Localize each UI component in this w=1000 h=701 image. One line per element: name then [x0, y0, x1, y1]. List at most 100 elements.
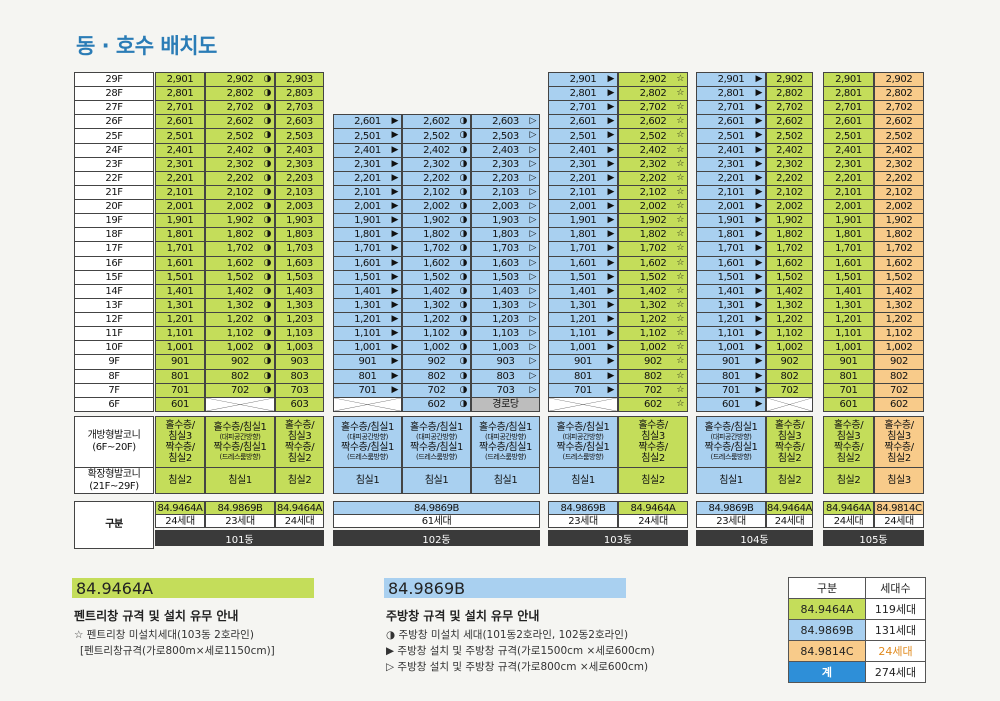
unit-cell: 1,902 [874, 213, 924, 229]
unit-symbol-icon: ☆ [676, 271, 684, 282]
unit-symbol-icon: ◑ [459, 328, 468, 339]
unit-cell: 2,801 [155, 86, 205, 102]
unit-cell: 802 ☆ [618, 368, 688, 384]
unit-symbol-icon: ◑ [263, 116, 272, 127]
unit-cell: 2,803 [275, 86, 324, 102]
unit-symbol-icon: ◑ [263, 356, 272, 367]
legend-a-line2: [펜트리창규격(가로800m×세로1150cm)] [80, 645, 275, 657]
unit-symbol-icon: ☆ [676, 201, 684, 212]
unit-symbol-icon: ☆ [676, 384, 684, 395]
unit-cell: 901 ▶ [333, 354, 402, 370]
unit-cell: 1,001 [155, 340, 205, 356]
floor-label: 6F [74, 396, 154, 412]
unit-symbol-icon: ▷ [529, 201, 536, 212]
summary-table: 구분 세대수 84.9464A 119세대 84.9869B 131세대 84.… [788, 577, 927, 683]
unit-symbol-icon: ☆ [676, 116, 684, 127]
unit-cell: 2,201 ▶ [548, 170, 618, 186]
unit-type: 84.9464A [823, 501, 874, 515]
unit-cell: 1,401 [155, 283, 205, 299]
summary-type-a: 84.9464A [788, 598, 866, 620]
unit-cell: 2,202 ◑ [205, 170, 275, 186]
unit-cell: 1,902 ☆ [618, 213, 688, 229]
unit-symbol-icon: ◑ [459, 285, 468, 296]
unit-cell: 2,402 ◑ [205, 142, 275, 158]
unit-cell: 1,703 ▷ [471, 241, 540, 257]
empty-unit-cell [766, 396, 813, 412]
unit-cell: 경로당 [471, 396, 540, 412]
unit-cell: 1,502 ◑ [205, 269, 275, 285]
empty-unit-cell [548, 396, 618, 412]
unit-cell: 2,302 [874, 156, 924, 172]
unit-cell: 1,601 [155, 255, 205, 271]
unit-symbol-icon: ▶ [755, 186, 762, 197]
floor-label: 13F [74, 297, 154, 314]
unit-cell: 902 ◑ [205, 354, 275, 370]
summary-header-type: 구분 [788, 577, 866, 599]
unit-cell: 1,502 ◑ [402, 269, 471, 285]
unit-symbol-icon: ▶ [755, 384, 762, 395]
unit-symbol-icon: ◑ [263, 74, 272, 84]
unit-cell: 1,603 [275, 255, 324, 271]
unit-cell: 1,702 ◑ [402, 241, 471, 257]
balcony-open-info: 홀수층/침실3 짝수층/침실2 [823, 416, 874, 468]
unit-cell: 2,902 [874, 72, 924, 88]
unit-cell: 702 ◑ [205, 382, 275, 398]
unit-symbol-icon: ▶ [391, 130, 398, 141]
unit-cell: 2,602 ◑ [402, 114, 471, 130]
unit-cell: 2,401 ▶ [548, 142, 618, 158]
balcony-open-info: 홀수층/침실3 짝수층/침실2 [766, 416, 813, 468]
unit-symbol-icon: ▷ [529, 243, 536, 254]
unit-cell: 2,801 ▶ [696, 86, 766, 102]
unit-cell: 1,301 ▶ [548, 297, 618, 314]
summary-count-b: 131세대 [864, 619, 927, 641]
unit-cell: 1,302 [766, 297, 813, 314]
unit-cell: 1,101 ▶ [696, 326, 766, 342]
unit-symbol-icon: ▷ [529, 314, 536, 325]
unit-cell: 1,502 ☆ [618, 269, 688, 285]
unit-symbol-icon: ☆ [676, 215, 684, 226]
unit-cell: 1,402 [874, 283, 924, 299]
unit-count: 24세대 [155, 514, 205, 528]
unit-cell: 1,202 ◑ [402, 312, 471, 328]
unit-cell: 1,702 ☆ [618, 241, 688, 257]
unit-symbol-icon: ◑ [263, 342, 272, 353]
unit-cell: 1,502 [766, 269, 813, 285]
unit-symbol-icon: ▶ [755, 172, 762, 183]
unit-cell: 2,501 ▶ [548, 128, 618, 144]
unit-cell: 1,501 [823, 269, 874, 285]
unit-cell: 1,602 [766, 255, 813, 271]
unit-cell: 601 [823, 396, 874, 412]
unit-cell: 1,002 ◑ [402, 340, 471, 356]
unit-cell: 1,002 ◑ [205, 340, 275, 356]
unit-cell: 2,901 ▶ [696, 72, 766, 88]
unit-symbol-icon: ◑ [459, 398, 468, 409]
floor-label: 21F [74, 184, 154, 201]
unit-cell: 1,401 [823, 283, 874, 299]
unit-type: 84.9464A [766, 501, 813, 515]
unit-cell: 2,802 [766, 86, 813, 102]
unit-cell: 901 ▶ [696, 354, 766, 370]
unit-cell: 801 ▶ [333, 368, 402, 384]
page-title: 동 · 호수 배치도 [76, 34, 217, 58]
unit-cell: 2,801 ▶ [548, 86, 618, 102]
unit-cell: 1,903 ▷ [471, 213, 540, 229]
unit-cell: 2,502 [766, 128, 813, 144]
unit-cell: 1,802 ◑ [205, 227, 275, 243]
unit-symbol-icon: ◑ [459, 342, 468, 353]
unit-cell: 1,602 [874, 255, 924, 271]
floor-label: 11F [74, 326, 154, 342]
unit-cell: 802 [766, 368, 813, 384]
unit-cell: 1,201 ▶ [696, 312, 766, 328]
unit-cell: 1,501 ▶ [548, 269, 618, 285]
building-name-bar: 102동 [333, 530, 540, 546]
unit-symbol-icon: ◑ [263, 271, 272, 282]
unit-type: 84.9464A [155, 501, 205, 515]
unit-symbol-icon: ☆ [676, 299, 684, 310]
unit-cell: 2,101 ▶ [333, 184, 402, 201]
unit-cell: 2,603 ▷ [471, 114, 540, 130]
unit-symbol-icon: ☆ [676, 74, 684, 84]
unit-cell: 1,802 ◑ [402, 227, 471, 243]
building-name-bar: 103동 [548, 530, 688, 546]
unit-count: 24세대 [823, 514, 874, 528]
unit-cell: 1,001 ▶ [548, 340, 618, 356]
